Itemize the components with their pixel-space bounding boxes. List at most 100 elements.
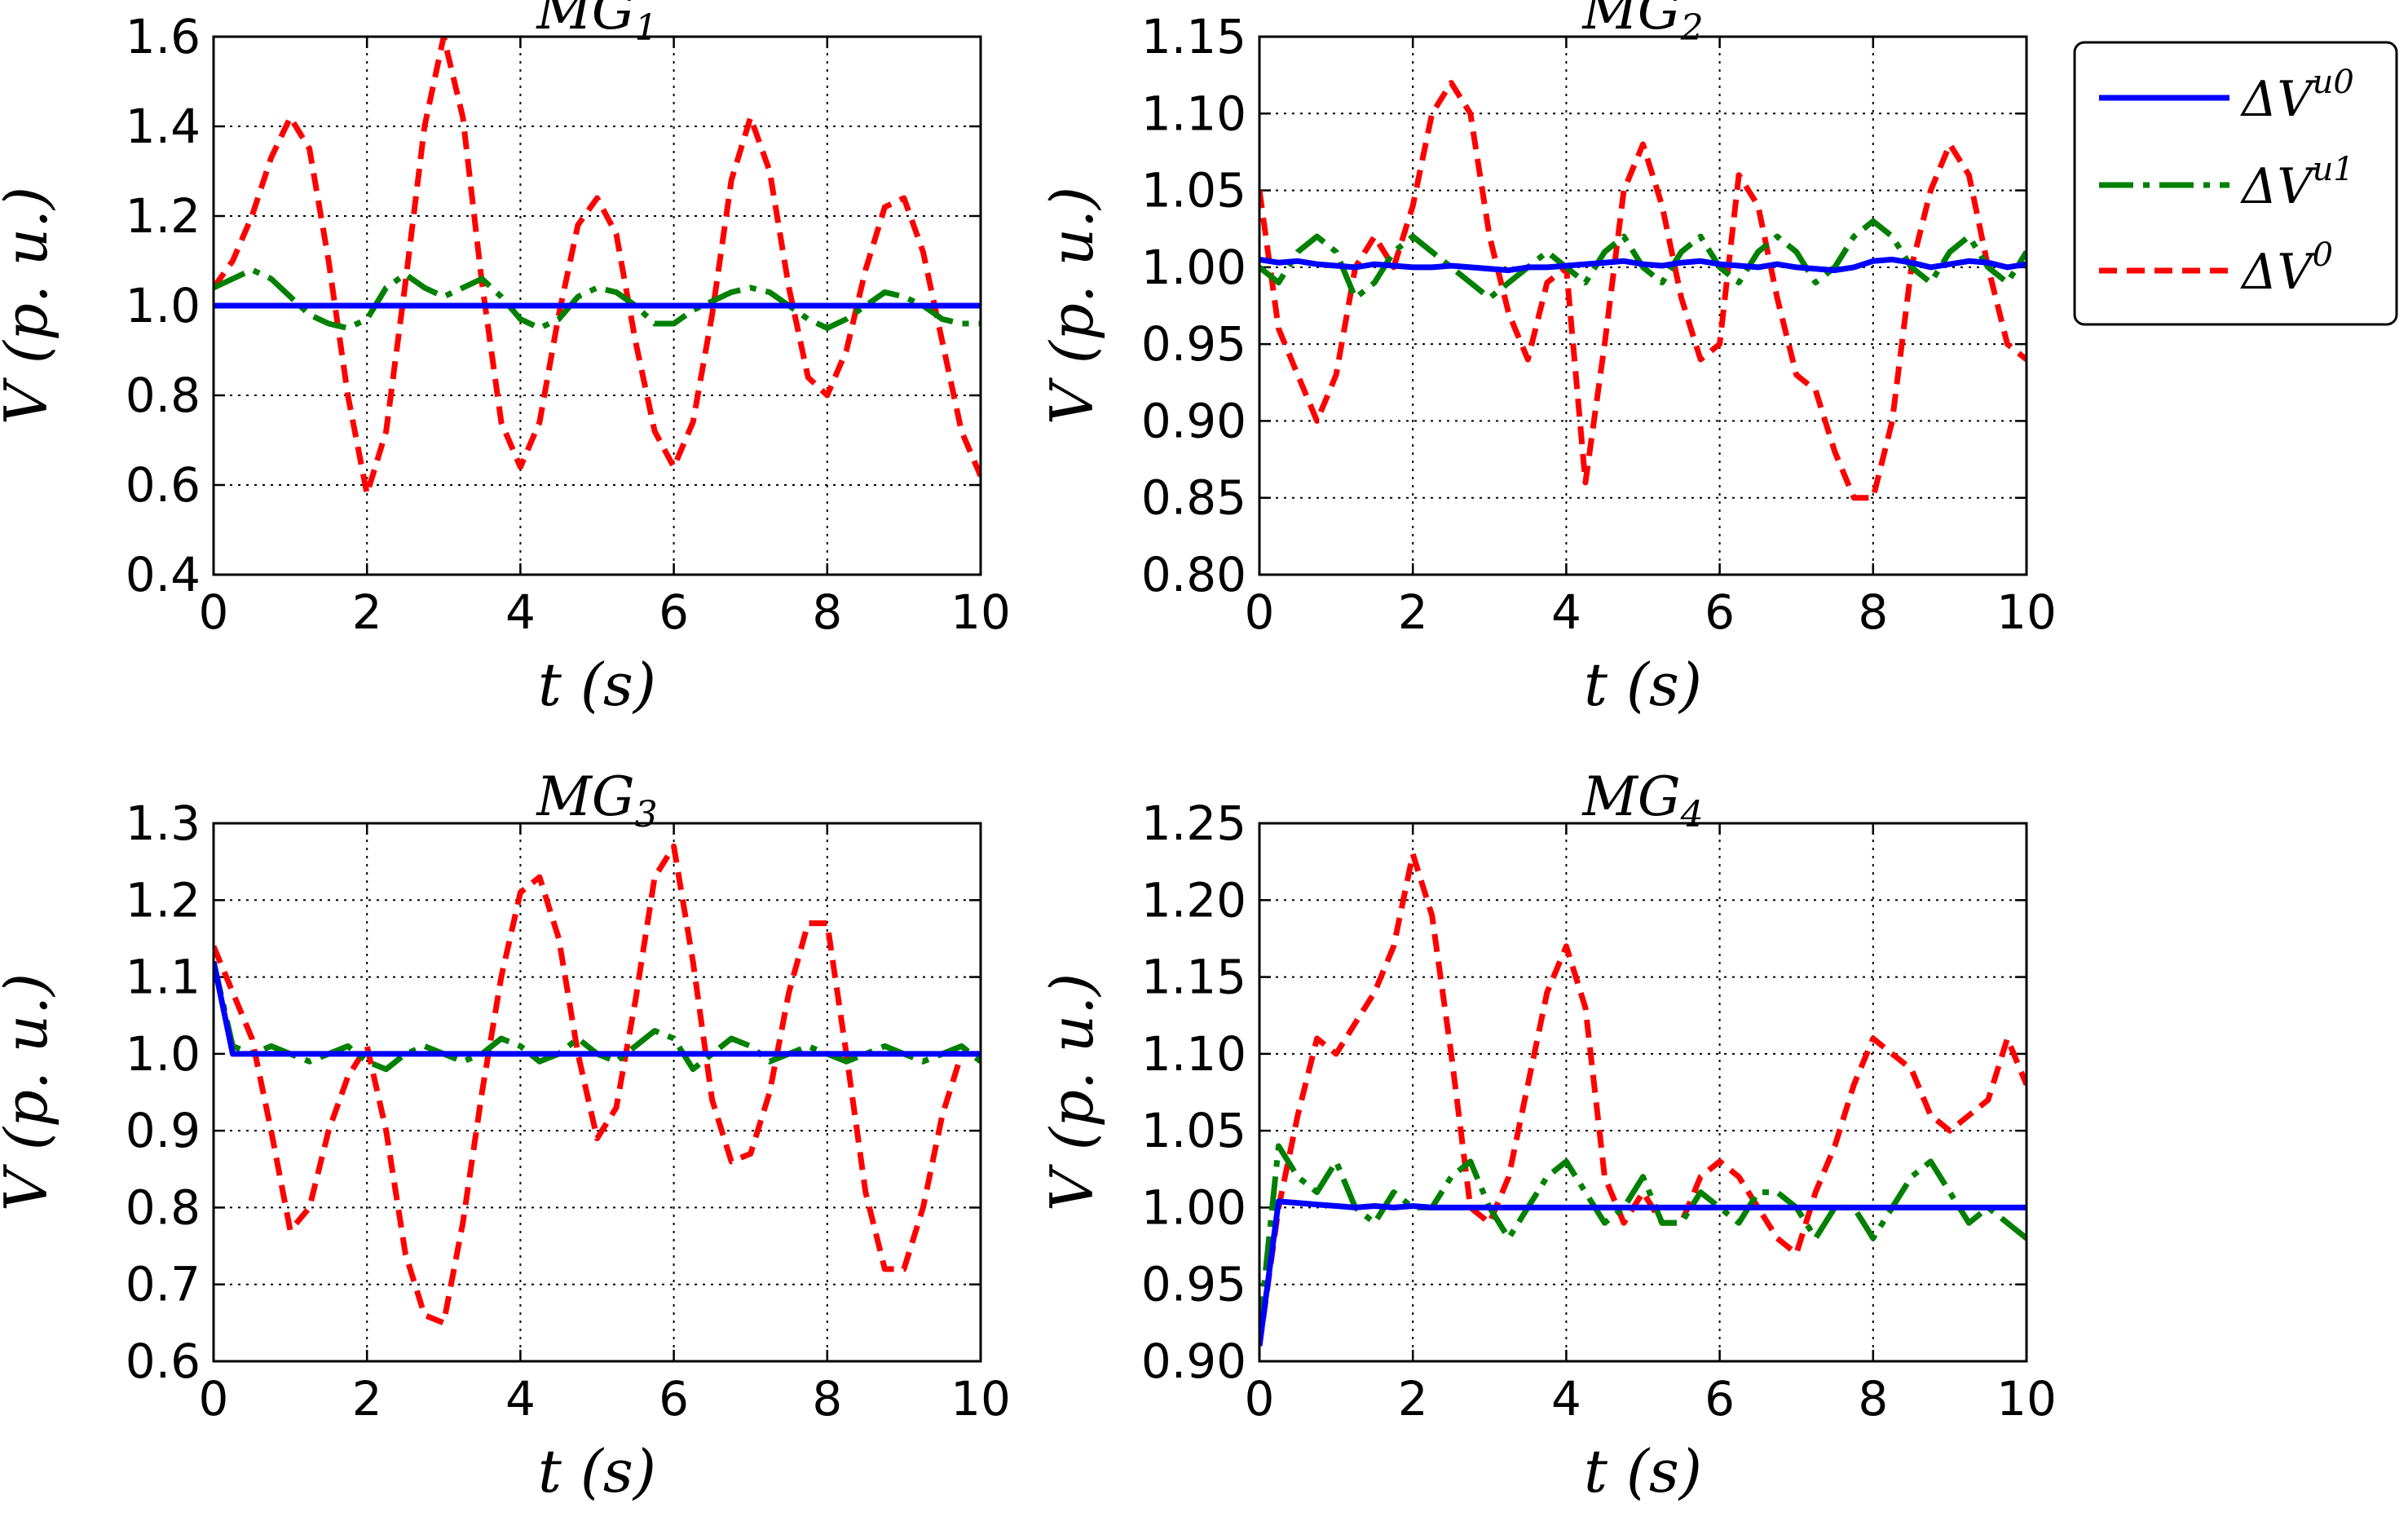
y-tick-label: 1.6: [126, 9, 201, 64]
series-line-v0: [214, 843, 981, 1326]
x-tick-label: 8: [1858, 1371, 1888, 1426]
chart-panel-1: 0 2 4 6 8 10 0.4 0.6 0.8 1.0 1.2 1.4 1.6 MG1 t (s) V (p…: [0, 0, 1011, 719]
y-axis-label: V (p. u.): [1038, 187, 1106, 425]
x-tick-label: 8: [812, 1371, 842, 1426]
legend: ΔVu0 ΔVu1 ΔV0: [2073, 41, 2398, 326]
legend-frame: [2073, 41, 2398, 326]
x-tick-label: 4: [505, 584, 536, 640]
y-tick-label: 1.2: [126, 872, 201, 928]
chart-title: MG2: [1581, 0, 1703, 49]
x-tick-label: 2: [352, 584, 382, 640]
chart-title-base: MG: [536, 0, 634, 42]
x-tick-label: 6: [1705, 1371, 1735, 1426]
y-tick-label: 1.15: [1141, 9, 1246, 64]
y-tick-label: 1.10: [1141, 1026, 1246, 1082]
legend-label-u0: ΔVu0: [2240, 64, 2354, 128]
x-tick-label: 10: [1996, 1371, 2057, 1426]
chart-panel-3: 0 2 4 6 8 10 0.6 0.7 0.8 0.9 1.0 1.1 1.2 1.3 MG3 t (s) V…: [0, 765, 1011, 1506]
y-tick-label: 1.05: [1141, 163, 1246, 218]
series-line-u0: [214, 960, 981, 1057]
chart-title: MG4: [1581, 765, 1703, 836]
x-tick-label: 4: [505, 1371, 536, 1426]
x-axis-label: t (s): [538, 650, 656, 719]
axes-frame: [1258, 822, 2028, 1363]
x-tick-label: 4: [1551, 584, 1581, 640]
legend-label-u1: ΔVu1: [2240, 151, 2354, 215]
y-tick-label: 1.15: [1141, 950, 1246, 1005]
x-axis-label: t (s): [1584, 1437, 1702, 1506]
chart-title-sub: 3: [635, 794, 658, 836]
chart-title-base: MG: [1581, 765, 1680, 828]
chart-title-base: MG: [1581, 0, 1680, 42]
y-tick-label: 1.00: [1141, 1179, 1246, 1235]
legend-entry-u0: ΔVu0: [2099, 64, 2354, 128]
x-tick-label: 0: [199, 1371, 229, 1426]
y-tick-label: 1.3: [126, 796, 201, 851]
x-axis-label: t (s): [538, 1437, 656, 1506]
axes-frame: [1258, 35, 2028, 576]
y-tick-label: 1.0: [126, 1026, 201, 1082]
chart-title-sub: 4: [1680, 794, 1704, 836]
series-line-u1: [1259, 218, 2027, 302]
plot-background: [1259, 823, 2027, 1361]
series-line-u1: [214, 267, 981, 331]
series-line-u0: [1259, 256, 2027, 274]
x-tick-label: 4: [1551, 1371, 1581, 1426]
y-tick-label: 1.1: [126, 950, 201, 1005]
y-tick-label: 0.8: [126, 1179, 201, 1235]
axes-frame: [212, 35, 982, 576]
chart-panel-4: 0 2 4 6 8 10 0.90 0.95 1.00 1.05 1.10 1.15 1.20 1.25 M…: [1038, 765, 2057, 1506]
chart-title-sub: 1: [635, 7, 658, 49]
x-tick-label: 6: [1705, 584, 1735, 640]
y-tick-label: 0.80: [1141, 547, 1246, 602]
y-tick-label: 0.90: [1141, 393, 1246, 448]
x-tick-label: 6: [659, 584, 689, 640]
x-tick-label: 8: [812, 584, 842, 640]
y-tick-label: 1.4: [126, 99, 201, 154]
y-tick-label: 1.0: [126, 278, 201, 333]
chart-title: MG1: [536, 0, 657, 49]
x-tick-label: 10: [950, 1371, 1011, 1426]
legend-entry-u1: ΔVu1: [2099, 151, 2354, 215]
x-tick-label: 6: [659, 1371, 689, 1426]
y-tick-label: 0.95: [1141, 1257, 1246, 1312]
chart-title-base: MG: [536, 765, 634, 828]
y-tick-label: 1.20: [1141, 872, 1246, 928]
x-axis-label: t (s): [1584, 650, 1702, 719]
y-axis-label: V (p. u.): [0, 973, 60, 1211]
chart-panel-2: 0 2 4 6 8 10 0.80 0.85 0.90 0.95 1.00 1.05 1.10 1.15 M…: [1038, 0, 2057, 719]
x-tick-label: 0: [1245, 584, 1275, 640]
series-line-u1: [1259, 1143, 2027, 1331]
y-tick-label: 1.00: [1141, 240, 1246, 295]
y-tick-label: 0.9: [126, 1103, 201, 1158]
x-tick-label: 2: [1398, 584, 1428, 640]
axes-frame: [212, 822, 982, 1363]
y-tick-label: 1.05: [1141, 1103, 1246, 1158]
y-tick-label: 1.25: [1141, 796, 1246, 851]
y-tick-label: 0.4: [126, 547, 201, 602]
x-tick-label: 0: [1245, 1371, 1275, 1426]
y-tick-label: 0.90: [1141, 1334, 1246, 1389]
y-tick-label: 0.6: [126, 457, 201, 513]
plot-background: [214, 823, 981, 1361]
y-tick-label: 1.10: [1141, 86, 1246, 141]
legend-entry-v0: ΔV0: [2099, 236, 2333, 301]
x-tick-label: 2: [1398, 1371, 1428, 1426]
chart-title-sub: 2: [1680, 7, 1704, 49]
y-axis-label: V (p. u.): [1038, 973, 1106, 1211]
series-line-u0: [1259, 1198, 2027, 1347]
y-tick-label: 0.7: [126, 1257, 201, 1312]
y-tick-label: 0.95: [1141, 316, 1246, 372]
y-tick-label: 1.2: [126, 188, 201, 244]
x-tick-label: 8: [1858, 584, 1888, 640]
plot-background: [1259, 37, 2027, 575]
chart-title: MG3: [536, 765, 657, 836]
y-tick-label: 0.8: [126, 368, 201, 423]
series-line-v0: [214, 37, 981, 497]
y-tick-label: 0.85: [1141, 470, 1246, 526]
x-tick-label: 0: [199, 584, 229, 640]
x-tick-label: 2: [352, 1371, 382, 1426]
y-tick-label: 0.6: [126, 1334, 201, 1389]
x-tick-label: 10: [950, 584, 1011, 640]
